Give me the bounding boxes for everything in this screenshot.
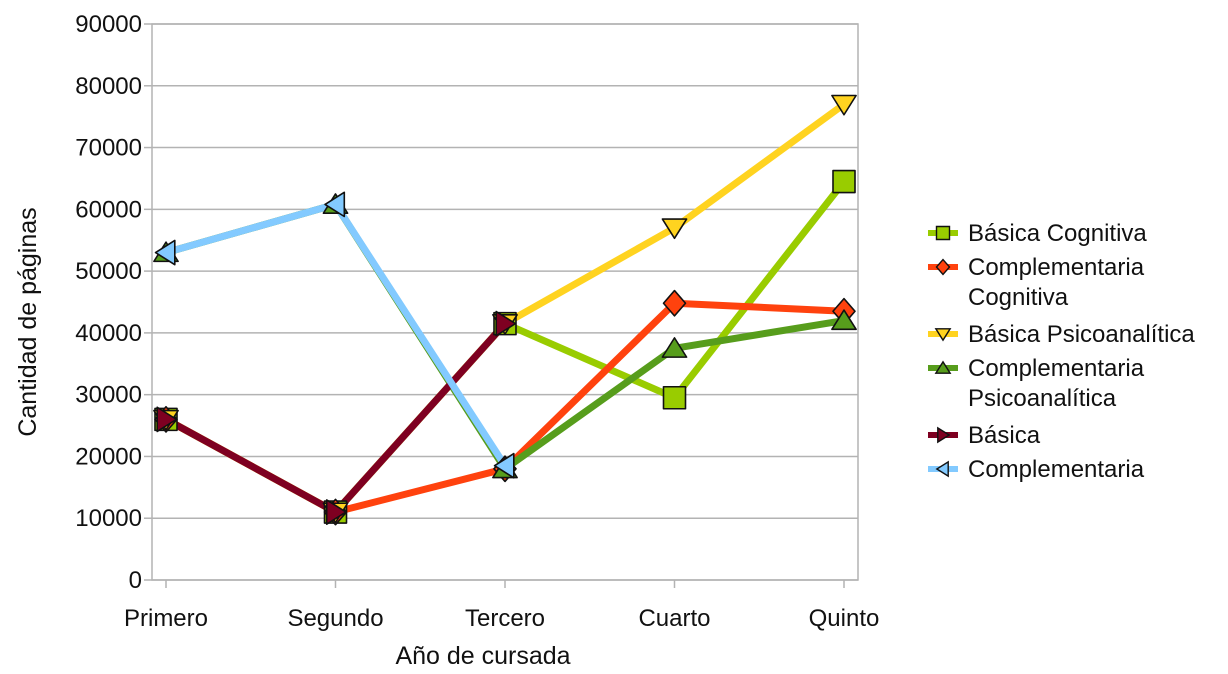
y-tick-label: 80000	[75, 73, 142, 100]
y-tick-label: 40000	[75, 320, 142, 347]
legend-swatch-marker	[934, 360, 952, 374]
series-markers	[153, 94, 857, 526]
legend-item-2: Complementaria Cognitiva	[928, 254, 1145, 311]
legend-item-4: Complementaria Psicoanalítica	[928, 355, 1145, 412]
legend-swatch-marker	[935, 258, 951, 276]
x-tick-label: Tercero	[465, 605, 545, 632]
y-tick-label: 70000	[75, 135, 142, 162]
legend-item-3: Básica Psicoanalítica	[928, 321, 1195, 348]
series-3-point	[661, 218, 688, 240]
series-3-point	[831, 94, 857, 116]
series-1-point	[662, 385, 687, 410]
y-tick-label: 20000	[75, 443, 142, 470]
x-tick-label: Quinto	[809, 605, 880, 632]
axes	[144, 23, 859, 588]
series-4-point	[661, 337, 688, 358]
y-tick-labels: 0 10000 20000 30000 40000 50000 60000 70000 8000…	[75, 11, 142, 594]
series-5-point	[495, 310, 517, 337]
x-tick-labels: Primero Segundo Tercero Cuarto Quinto	[124, 605, 879, 632]
legend-swatch-marker	[937, 426, 951, 444]
legend-label: Básica Cognitiva	[968, 220, 1147, 247]
legend-item-5: Básica	[928, 422, 1041, 449]
legend-label: Complementaria	[968, 456, 1145, 483]
x-tick-label: Segundo	[287, 605, 383, 632]
legend-label: Básica Psicoanalítica	[968, 321, 1195, 348]
legend-item-1: Básica Cognitiva	[928, 220, 1147, 247]
y-tick-label: 50000	[75, 258, 142, 285]
legend-label: Complementaria Cognitiva	[968, 254, 1145, 311]
y-tick-label: 30000	[75, 382, 142, 409]
series-6-line	[162, 200, 509, 470]
series-6-point	[154, 239, 176, 266]
y-tick-label: 90000	[75, 11, 142, 38]
legend-swatch-marker	[935, 225, 951, 241]
legend-swatch-marker	[935, 460, 949, 478]
series-5-point	[325, 499, 347, 525]
legend-label: Básica	[968, 422, 1041, 449]
series-6-point	[493, 452, 515, 479]
legend-swatch-marker	[934, 328, 952, 342]
series-4-line	[162, 200, 848, 473]
series-lines	[162, 100, 848, 516]
y-axis-title: Cantidad de páginas	[14, 207, 42, 436]
x-tick-label: Primero	[124, 605, 208, 632]
series-1-point	[832, 169, 856, 194]
y-tick-label: 0	[129, 567, 142, 594]
legend: Básica Cognitiva Complementaria Cognitiva B…	[928, 220, 1195, 483]
y-tick-label: 10000	[75, 505, 142, 532]
series-6-point	[324, 191, 346, 218]
x-axis-title: Año de cursada	[395, 642, 570, 670]
legend-item-6: Complementaria	[928, 456, 1145, 483]
y-tick-label: 60000	[75, 196, 142, 223]
x-tick-label: Cuarto	[638, 605, 710, 632]
series-5-point	[156, 406, 178, 433]
series-2-point	[662, 289, 687, 317]
series-4-point	[831, 309, 857, 331]
legend-label: Complementaria Psicoanalítica	[968, 355, 1145, 412]
